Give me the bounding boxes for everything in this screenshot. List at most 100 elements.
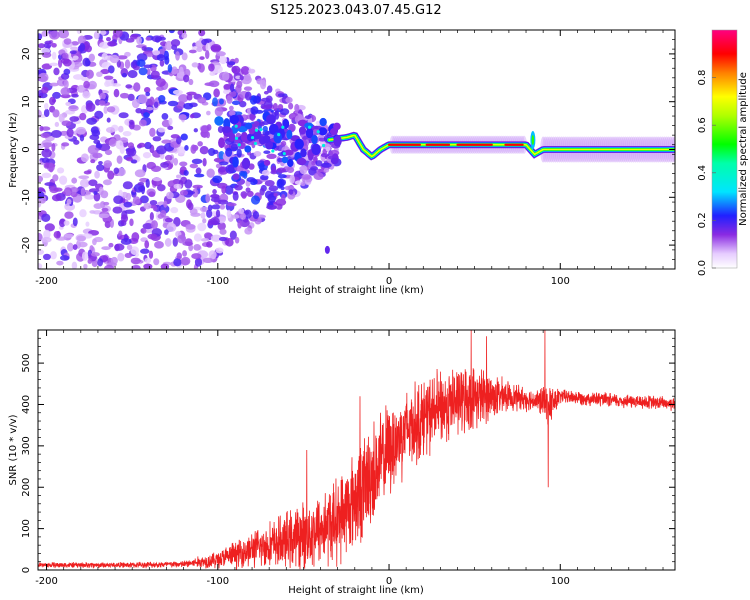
spectrogram-noise-blob: [120, 214, 129, 223]
spectrogram-noise-blob: [101, 207, 109, 212]
spectrogram-noise-blob: [44, 40, 52, 45]
spectrogram-noise-blob: [225, 147, 233, 157]
spectrogram-noise-blob: [38, 249, 45, 255]
spectrogram-noise-blob: [152, 49, 161, 56]
transition-blob: [318, 127, 328, 136]
spectrogram-noise-blob: [262, 125, 268, 132]
spectrogram-noise-blob: [143, 263, 153, 269]
spectrogram-noise-blob: [238, 208, 245, 214]
spectrogram-noise-blob: [42, 52, 52, 58]
spectrogram-noise-blob: [184, 144, 189, 151]
spectrogram-noise-blob: [208, 80, 220, 88]
spectrogram-noise-blob: [179, 161, 188, 167]
spectrogram-noise-blob: [116, 55, 128, 60]
spectrogram-noise-blob: [197, 96, 207, 104]
snr-y-ticks: 0 100 200 300 400 500: [21, 329, 675, 573]
spectrogram-noise-blob: [93, 31, 100, 40]
spectrogram-noise-blob: [211, 204, 221, 210]
spectrogram-noise-blob: [155, 78, 166, 87]
spectrogram-noise-blob: [87, 258, 93, 264]
spectrogram-noise-blob: [103, 75, 114, 80]
spectrogram-noise-blob: [241, 193, 247, 199]
spectrogram-noise-blob: [152, 205, 158, 212]
spectrogram-noise-blob: [161, 112, 169, 120]
spectrogram-noise-blob: [145, 91, 151, 97]
spectrogram-noise-blob: [230, 143, 238, 151]
transition-bright-spot: [237, 143, 241, 147]
spectrogram-noise-blob: [75, 126, 87, 135]
spectrogram-x-ticks: -200 -100 0 100: [35, 30, 664, 287]
spectrogram-noise-blob: [38, 263, 43, 269]
spectrogram-noise-blob: [114, 243, 125, 251]
transition-blob: [286, 129, 293, 140]
spectrogram-noise-blob: [86, 117, 98, 125]
spectrogram-noise-blob: [61, 142, 70, 147]
spectrogram-y-label: Frequency (Hz): [8, 112, 19, 188]
spectrogram-noise-blob: [193, 128, 198, 133]
spectrogram-noise-blob: [148, 191, 156, 198]
spectrogram-noise-blob: [229, 83, 235, 93]
spectrogram-noise-blob: [67, 242, 74, 252]
spectrogram-noise-blob: [100, 69, 110, 75]
snr-y-tick-label: 400: [21, 395, 32, 414]
spectrogram-noise-blob: [243, 86, 253, 91]
spectrogram-noise-blob: [88, 188, 100, 193]
spectrogram-noise-blob: [210, 216, 220, 226]
spectrogram-noise-blob: [236, 148, 242, 158]
snr-series-line: [38, 330, 675, 570]
spectrogram-noise-blob: [131, 98, 140, 109]
transition-blob: [240, 131, 248, 143]
spectrogram-noise-blob: [71, 93, 79, 98]
spectrogram-noise-blob: [80, 153, 89, 163]
spectrogram-noise-blob: [107, 41, 117, 47]
spectrogram-noise-blob: [142, 223, 154, 230]
spectrogram-noise-blob: [276, 179, 283, 189]
spectrogram-noise-blob: [53, 187, 63, 192]
transition-blob: [319, 117, 327, 127]
transition-blob: [300, 148, 307, 158]
spectrogram-noise-blob: [200, 206, 209, 213]
spectrogram-noise-blob: [137, 59, 146, 67]
spectrogram-noise-blob: [231, 65, 241, 75]
spectrogram-noise-blob: [199, 146, 209, 155]
transition-blob: [229, 114, 240, 125]
spectrogram-noise-blob: [79, 209, 87, 218]
spectrogram-noise-blob: [146, 161, 157, 170]
spectrogram-noise-blob: [222, 71, 230, 81]
transition-blob: [241, 157, 251, 170]
spectrogram-noise-blob: [70, 191, 78, 198]
spectrogram-noise-blob: [226, 94, 233, 104]
spectrogram-noise-blob: [171, 66, 178, 75]
transition-blob: [244, 145, 252, 153]
snr-x-tick-label: 0: [386, 576, 392, 587]
spectrogram-noise-blob: [165, 40, 173, 51]
spectrogram-noise-blob: [127, 142, 135, 149]
spectrogram-noise-blob: [125, 156, 133, 162]
spectrogram-noise-blob: [175, 51, 180, 61]
spectrogram-y-tick-label: 0: [21, 146, 32, 152]
spectrogram-noise-blob: [133, 82, 141, 92]
spectrogram-noise-blob: [108, 242, 114, 248]
spectrogram-noise-blob: [173, 183, 182, 189]
transition-bright-spot: [234, 124, 238, 128]
spectrogram-x-label: Height of straight line (km): [288, 285, 424, 296]
spectrogram-y-tick-label: 10: [21, 95, 32, 108]
spectrogram-noise-blob: [143, 64, 153, 69]
transition-blob: [286, 158, 294, 168]
spectrogram-noise-blob: [153, 101, 159, 109]
spectrogram-noise-blob: [140, 227, 147, 234]
spectrogram-noise-blob: [264, 190, 273, 199]
spectrogram-noise-blob: [105, 127, 115, 134]
spectrogram-noise-blob: [180, 133, 188, 141]
spectrogram-noise-blob: [219, 204, 226, 210]
spectrogram-noise-blob: [64, 211, 74, 219]
spectrogram-noise-blob: [195, 167, 202, 175]
spectrogram-noise-blob: [86, 69, 94, 79]
spectrogram-noise-blob: [186, 93, 193, 101]
spectrogram-noise-blob: [158, 48, 165, 56]
spectrogram-noise-blob: [244, 91, 252, 101]
spectrogram-noise-blob: [76, 85, 86, 93]
spectrogram-noise-blob: [43, 102, 49, 110]
spectrogram-noise-blob: [107, 170, 115, 180]
spectrogram-noise-blob: [219, 228, 227, 235]
